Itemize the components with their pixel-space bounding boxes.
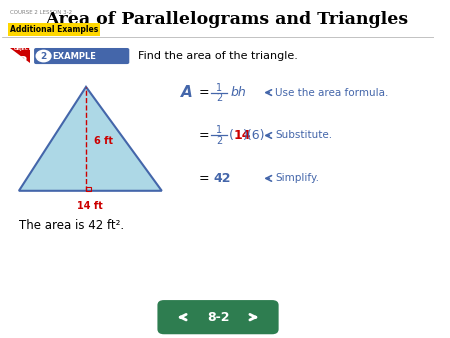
FancyBboxPatch shape [158,300,279,334]
FancyBboxPatch shape [34,48,129,64]
Text: 2: 2 [19,55,27,68]
Text: Area of Parallelograms and Triangles: Area of Parallelograms and Triangles [45,11,408,28]
Text: 2: 2 [216,93,222,103]
Bar [86,187,91,191]
Text: A: A [181,85,193,100]
Text: 6 ft: 6 ft [94,136,113,145]
Text: 8-2: 8-2 [207,311,230,324]
Text: The area is 42 ft².: The area is 42 ft². [19,219,124,233]
Text: =: = [198,172,209,185]
Text: =: = [198,129,209,142]
Text: 14 ft: 14 ft [77,201,103,211]
Text: Substitute.: Substitute. [275,130,332,141]
Text: Find the area of the triangle.: Find the area of the triangle. [138,51,298,61]
Text: COURSE 2 LESSON 3-2: COURSE 2 LESSON 3-2 [10,10,72,15]
Text: Additional Examples: Additional Examples [10,25,99,34]
Text: 14: 14 [234,129,251,142]
Text: 2: 2 [216,136,222,145]
Text: 1: 1 [216,125,222,136]
Text: bh: bh [230,86,246,99]
Text: 2: 2 [40,51,47,61]
Text: 1: 1 [216,82,222,93]
Text: OBJECTIVE: OBJECTIVE [14,47,39,51]
Polygon shape [19,87,162,191]
Text: Use the area formula.: Use the area formula. [275,88,388,98]
Text: 42: 42 [214,172,231,185]
Text: (: ( [229,129,233,142]
Text: )(6): )(6) [243,129,266,142]
Circle shape [36,50,51,62]
Text: EXAMPLE: EXAMPLE [52,51,96,61]
Text: Simplify.: Simplify. [275,173,319,184]
Text: =: = [198,86,209,99]
Polygon shape [10,48,30,64]
